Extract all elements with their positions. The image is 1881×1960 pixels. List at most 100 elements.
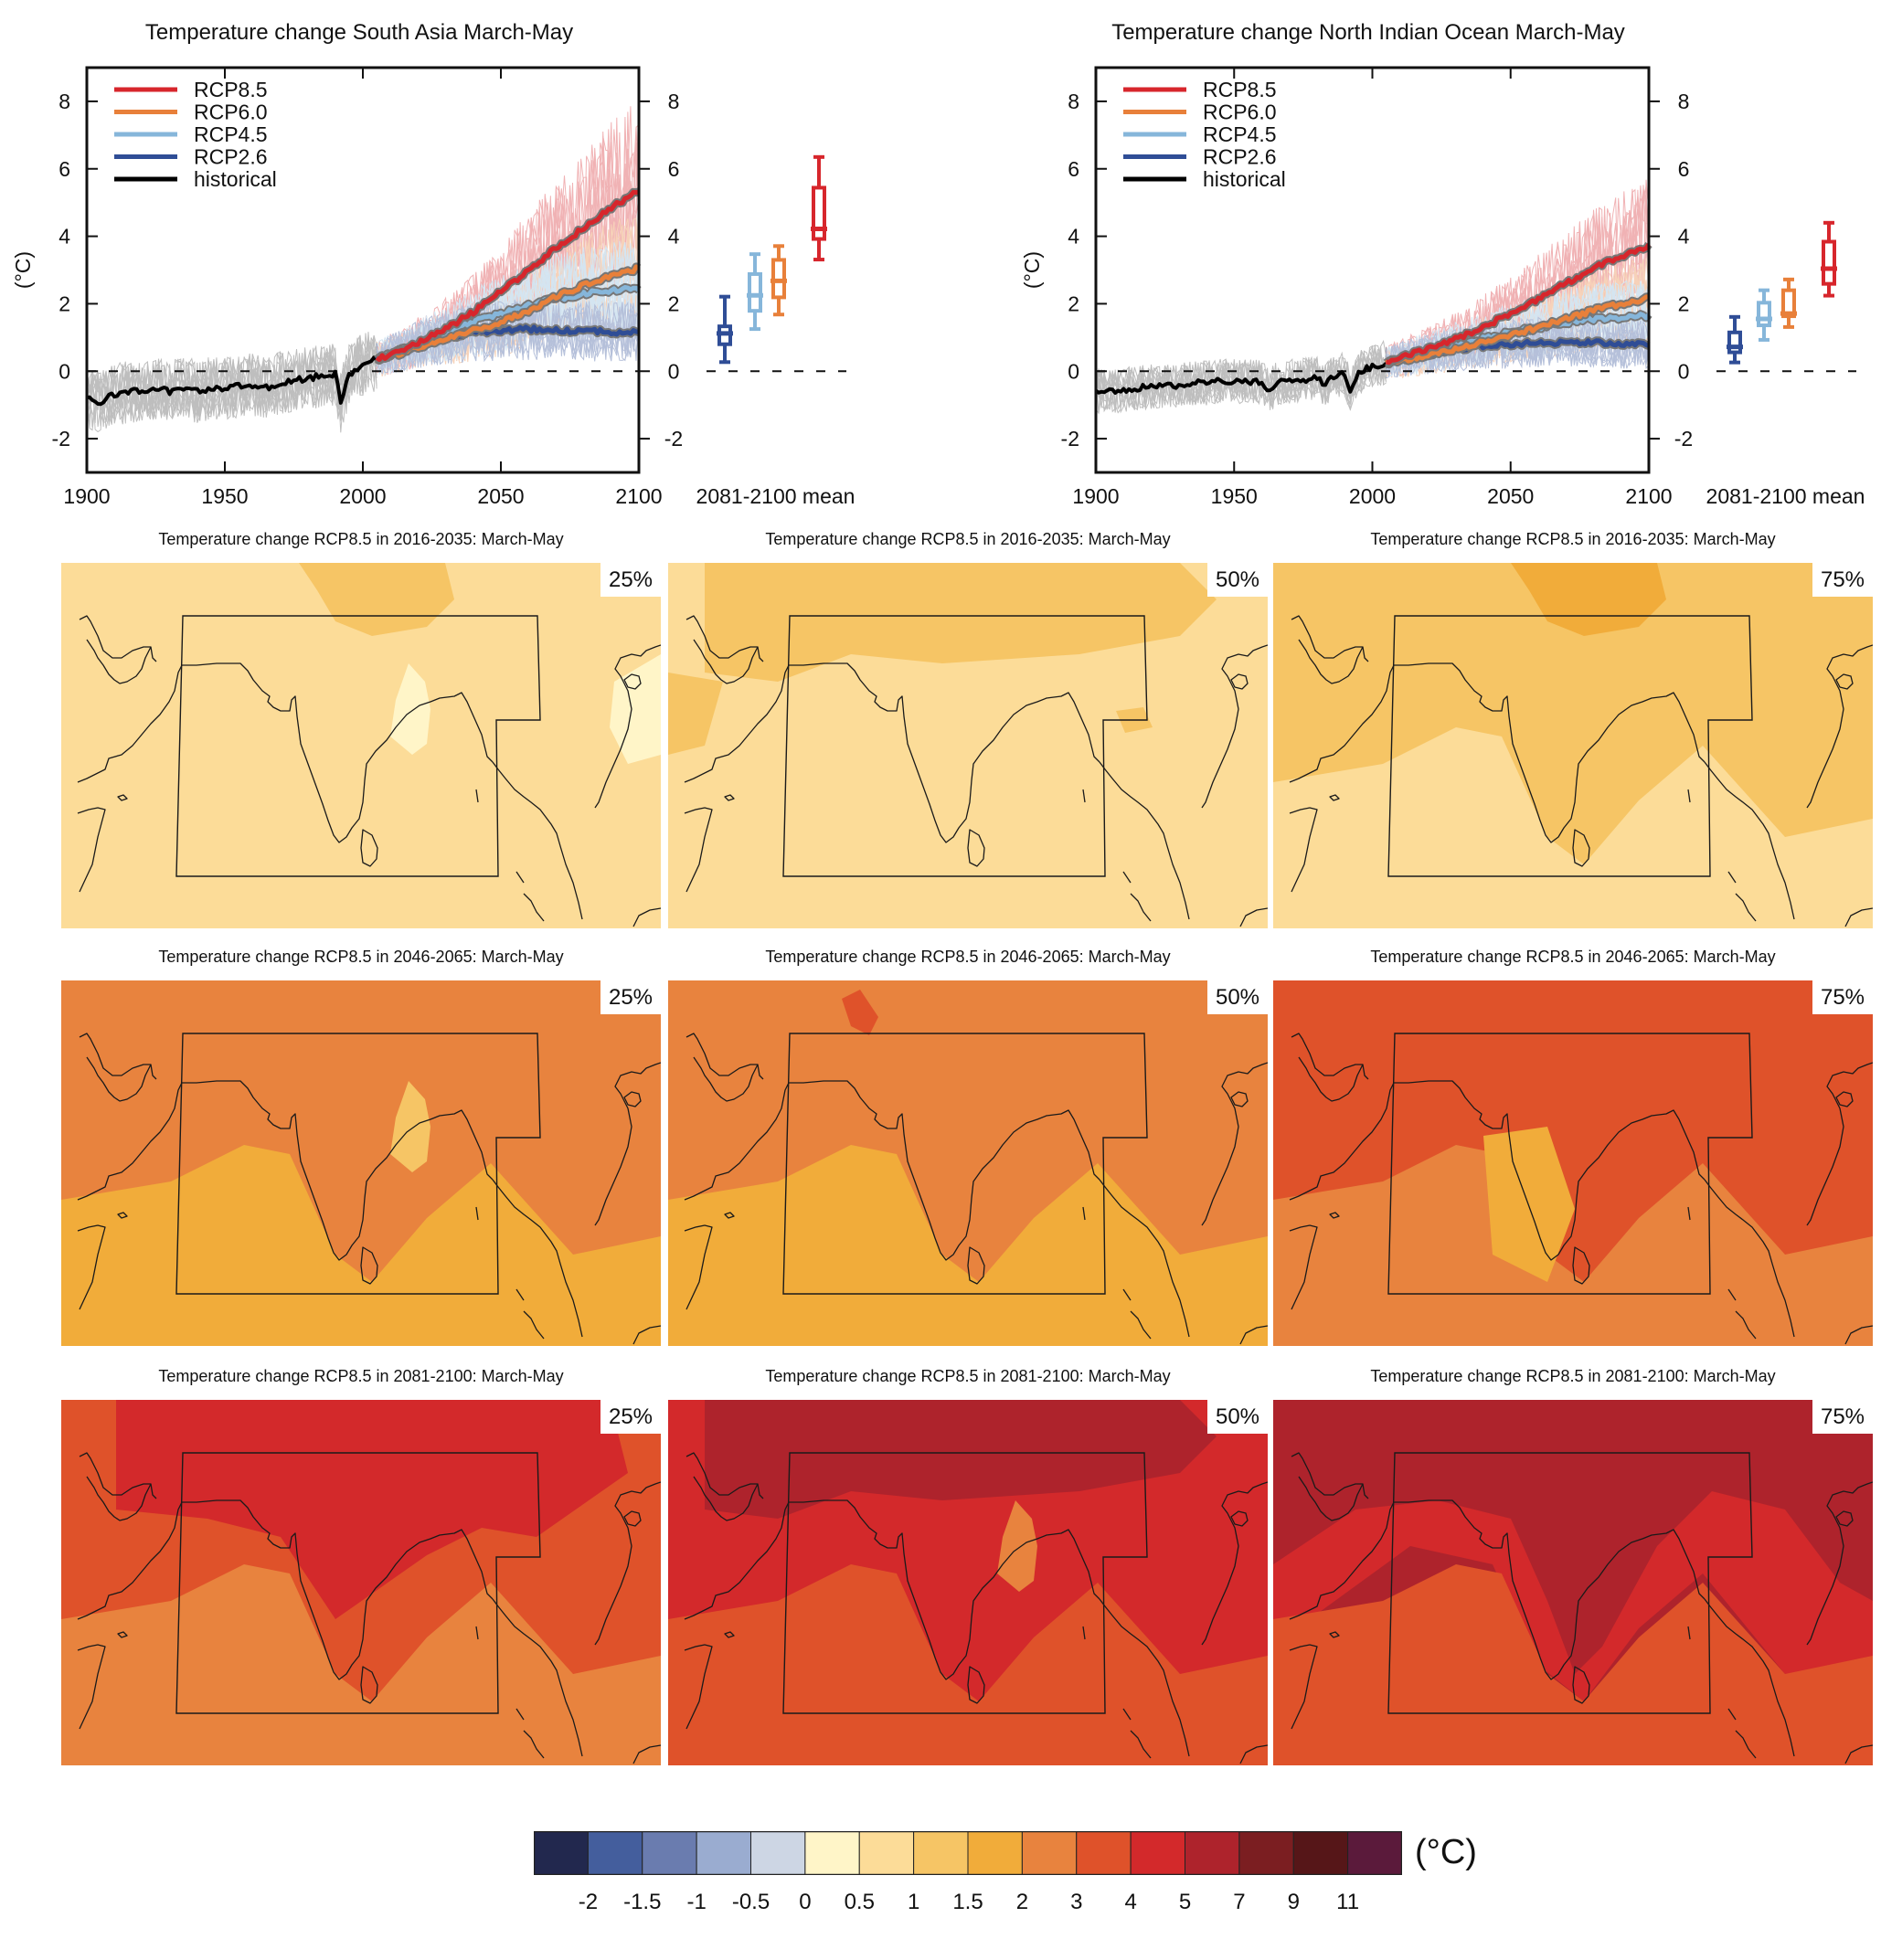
colorbar-swatch <box>967 1831 1023 1875</box>
legend-label: RCP6.0 <box>194 101 268 124</box>
map-contour-patch <box>61 1145 661 1346</box>
coastline <box>1122 1708 1132 1721</box>
coastline <box>1291 1033 1369 1080</box>
colorbar-tick-label: 7 <box>1233 1890 1246 1914</box>
coastline <box>1291 615 1369 662</box>
coastline <box>492 1598 583 1757</box>
coastline <box>594 1481 661 1646</box>
coastline <box>1291 1452 1369 1499</box>
map-panel-title: Temperature change RCP8.5 in 2046-2065: … <box>765 948 1171 966</box>
coastline <box>475 1206 479 1221</box>
map-svg <box>61 980 661 1346</box>
coastline <box>724 1212 735 1219</box>
coastline <box>1727 1708 1737 1721</box>
coastline <box>684 1080 1100 1261</box>
legend-label: RCP4.5 <box>194 122 268 146</box>
y-axis-label: (°C) <box>1020 251 1044 289</box>
ensemble-member-line <box>376 302 640 372</box>
map-panel: 25% <box>61 980 661 1346</box>
coastline <box>360 1666 378 1704</box>
x-tick-label: 2000 <box>1349 484 1396 508</box>
region-boundary-box <box>175 1452 541 1714</box>
coastline <box>1329 794 1340 801</box>
coastline <box>1572 1246 1590 1285</box>
percentile-label: 25% <box>600 980 661 1014</box>
coastline <box>724 794 735 801</box>
y-tick-label: 8 <box>58 90 70 113</box>
coastline <box>1704 761 1795 920</box>
coastline <box>1122 1288 1132 1301</box>
x-tick-label: 2050 <box>477 484 524 508</box>
boxplot-rcp60 <box>770 244 787 317</box>
coastline <box>1239 907 1268 927</box>
colorbar-swatch <box>642 1831 697 1875</box>
map-panel: 50% <box>668 1400 1268 1765</box>
coastline <box>1230 1510 1249 1527</box>
boxplot-rcp85 <box>811 154 827 262</box>
coastline <box>632 1325 661 1345</box>
map-contour-patch <box>705 1400 1217 1519</box>
x-tick-label: 1900 <box>1072 484 1119 508</box>
mean-line-rcp85 <box>375 189 640 363</box>
coastline <box>1201 1481 1268 1646</box>
coastline <box>632 907 661 927</box>
timeseries-chart-north-indian-ocean: Temperature change North Indian Ocean Ma… <box>940 0 1881 530</box>
coastline <box>1687 1626 1691 1640</box>
colorbar-swatch <box>696 1831 751 1875</box>
coastline <box>1289 1499 1706 1680</box>
coastline <box>967 829 985 867</box>
coastline <box>1082 1626 1086 1640</box>
map-svg <box>668 563 1268 928</box>
coastline <box>117 1212 128 1219</box>
map-panel: 25% <box>61 1400 661 1765</box>
colorbar-swatch <box>534 1831 589 1875</box>
coastline <box>1704 1598 1795 1757</box>
map-panel-title: Temperature change RCP8.5 in 2081-2100: … <box>765 1367 1171 1385</box>
boxplot-box <box>1727 330 1742 355</box>
colorbar-swatch <box>750 1831 806 1875</box>
coastline <box>1704 1179 1795 1338</box>
map-contour-patch <box>1273 1145 1873 1346</box>
region-boundary-box <box>1387 1033 1753 1295</box>
x-tick-label: 1950 <box>201 484 248 508</box>
x-tick-label: 2050 <box>1487 484 1534 508</box>
legend-label: RCP2.6 <box>1203 145 1277 169</box>
coastline <box>1735 893 1757 922</box>
coastline <box>117 1631 128 1638</box>
percentile-label: 75% <box>1812 980 1873 1014</box>
boxplot-rcp26 <box>1727 314 1743 365</box>
coastline <box>693 1476 759 1521</box>
boxplot-rcp85 <box>1821 220 1837 298</box>
y-tick-label: 4 <box>1068 225 1079 249</box>
y-tick-label-right: -2 <box>664 427 683 450</box>
coastline <box>1298 639 1364 684</box>
colorbar-tick-label: 0 <box>799 1890 812 1914</box>
coastline <box>685 1033 764 1080</box>
colorbar-tick-label: 4 <box>1124 1890 1137 1914</box>
coastline <box>693 1056 759 1102</box>
coastline <box>684 1499 1100 1680</box>
ensemble-member-line <box>1386 280 1650 376</box>
map-svg <box>1273 1400 1873 1765</box>
coastline <box>360 829 378 867</box>
boxplot-box <box>812 185 826 241</box>
coastline <box>492 1179 583 1338</box>
coastline <box>117 794 128 801</box>
map-svg <box>668 1400 1268 1765</box>
y-tick-label-right: -2 <box>1674 427 1693 450</box>
colorbar-unit-label: (°C) <box>1415 1833 1477 1871</box>
ensemble-member-line <box>1386 290 1650 374</box>
coastline <box>623 1091 642 1107</box>
region-boundary-box <box>1387 1452 1753 1714</box>
colorbar-tick-label: 9 <box>1287 1890 1300 1914</box>
map-svg <box>61 563 661 928</box>
colorbar-tick-label: 1 <box>907 1890 920 1914</box>
boxplot-box <box>748 271 762 313</box>
y-tick-label-right: 4 <box>1678 225 1690 249</box>
map-contour-patch <box>1511 563 1666 636</box>
map-contour-patch <box>668 673 723 755</box>
legend-label: RCP4.5 <box>1203 122 1277 146</box>
coastline <box>1835 673 1854 690</box>
colorbar-tick-label: -1.5 <box>623 1890 662 1914</box>
coastline <box>623 673 642 690</box>
